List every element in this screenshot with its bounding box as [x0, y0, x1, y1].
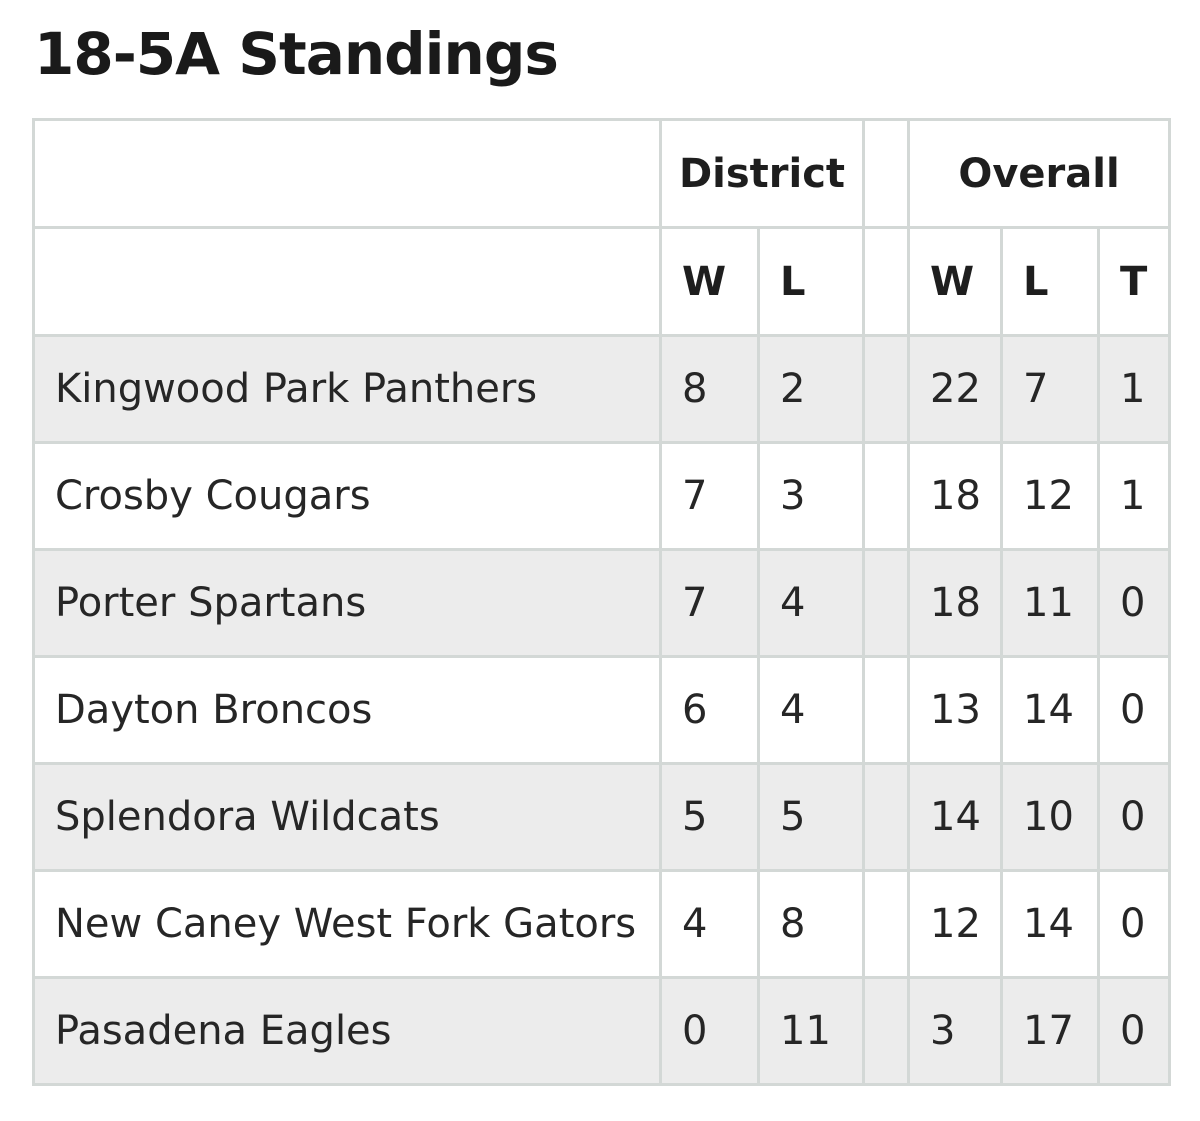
overall-losses: 17 — [1000, 976, 1100, 1086]
team-name: Crosby Cougars — [32, 441, 662, 551]
district-losses-header: L — [757, 226, 865, 337]
spacer-cell — [862, 869, 910, 979]
overall-ties: 0 — [1096, 869, 1172, 979]
spacer-subheader — [862, 226, 910, 337]
overall-losses: 14 — [1000, 869, 1100, 979]
overall-wins-header: W — [907, 226, 1003, 337]
district-wins: 4 — [659, 869, 760, 979]
table-row: Dayton Broncos 6 4 13 14 0 — [32, 655, 1172, 765]
district-losses: 8 — [757, 869, 865, 979]
team-subheader-blank — [32, 226, 662, 337]
overall-ties: 1 — [1096, 334, 1172, 444]
team-name: Pasadena Eagles — [32, 976, 662, 1086]
district-wins-header: W — [659, 226, 760, 337]
overall-wins: 13 — [907, 655, 1003, 765]
team-name: Splendora Wildcats — [32, 762, 662, 872]
district-wins: 8 — [659, 334, 760, 444]
district-losses: 3 — [757, 441, 865, 551]
overall-wins: 14 — [907, 762, 1003, 872]
overall-wins: 3 — [907, 976, 1003, 1086]
district-losses: 4 — [757, 655, 865, 765]
group-header-row: District Overall — [32, 118, 1172, 229]
overall-wins: 22 — [907, 334, 1003, 444]
table-row: Porter Spartans 7 4 18 11 0 — [32, 548, 1172, 658]
spacer-cell — [862, 334, 910, 444]
district-losses: 5 — [757, 762, 865, 872]
overall-wins: 12 — [907, 869, 1003, 979]
overall-losses: 11 — [1000, 548, 1100, 658]
district-losses: 4 — [757, 548, 865, 658]
table-row: Crosby Cougars 7 3 18 12 1 — [32, 441, 1172, 551]
team-name: New Caney West Fork Gators — [32, 869, 662, 979]
team-header-blank — [32, 118, 662, 229]
sub-header-row: W L W L T — [32, 226, 1172, 337]
spacer-cell — [862, 441, 910, 551]
table-row: New Caney West Fork Gators 4 8 12 14 0 — [32, 869, 1172, 979]
overall-ties: 1 — [1096, 441, 1172, 551]
district-group-header: District — [659, 118, 865, 229]
district-losses: 11 — [757, 976, 865, 1086]
page-title: 18-5A Standings — [34, 20, 559, 88]
spacer-cell — [862, 976, 910, 1086]
overall-losses-header: L — [1000, 226, 1100, 337]
district-wins: 0 — [659, 976, 760, 1086]
spacer-header — [862, 118, 910, 229]
spacer-cell — [862, 548, 910, 658]
team-name: Dayton Broncos — [32, 655, 662, 765]
table-row: Pasadena Eagles 0 11 3 17 0 — [32, 976, 1172, 1086]
overall-losses: 7 — [1000, 334, 1100, 444]
district-wins: 7 — [659, 441, 760, 551]
overall-ties: 0 — [1096, 548, 1172, 658]
overall-ties: 0 — [1096, 762, 1172, 872]
table-row: Kingwood Park Panthers 8 2 22 7 1 — [32, 334, 1172, 444]
spacer-cell — [862, 762, 910, 872]
overall-wins: 18 — [907, 441, 1003, 551]
overall-ties: 0 — [1096, 655, 1172, 765]
team-name: Kingwood Park Panthers — [32, 334, 662, 444]
overall-group-header: Overall — [906, 118, 1172, 229]
district-wins: 7 — [659, 548, 760, 658]
district-wins: 5 — [659, 762, 760, 872]
overall-wins: 18 — [907, 548, 1003, 658]
table-row: Splendora Wildcats 5 5 14 10 0 — [32, 762, 1172, 872]
overall-losses: 10 — [1000, 762, 1100, 872]
standings-table: District Overall W L W L T Kingwood Park… — [32, 118, 1172, 1086]
district-losses: 2 — [757, 334, 865, 444]
overall-ties-header: T — [1096, 226, 1172, 337]
overall-losses: 14 — [1000, 655, 1100, 765]
team-name: Porter Spartans — [32, 548, 662, 658]
spacer-cell — [862, 655, 910, 765]
overall-losses: 12 — [1000, 441, 1100, 551]
overall-ties: 0 — [1096, 976, 1172, 1086]
district-wins: 6 — [659, 655, 760, 765]
